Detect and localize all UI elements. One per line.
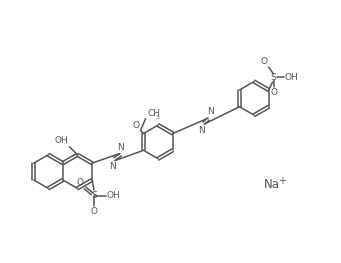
Text: N: N	[207, 107, 213, 116]
Text: 3: 3	[155, 115, 160, 120]
Text: N: N	[117, 143, 124, 152]
Text: OH: OH	[284, 73, 298, 82]
Text: N: N	[198, 126, 205, 135]
Text: OH: OH	[107, 191, 121, 200]
Text: O: O	[261, 57, 268, 66]
Text: OH: OH	[55, 136, 69, 145]
Text: O: O	[90, 207, 98, 216]
Text: S: S	[91, 191, 97, 200]
Text: +: +	[278, 176, 286, 186]
Text: Na: Na	[264, 178, 280, 191]
Text: S: S	[271, 73, 277, 82]
Text: O: O	[76, 178, 83, 187]
Text: CH: CH	[148, 109, 161, 118]
Text: N: N	[109, 162, 116, 171]
Text: O: O	[133, 120, 139, 129]
Text: O: O	[270, 88, 277, 97]
